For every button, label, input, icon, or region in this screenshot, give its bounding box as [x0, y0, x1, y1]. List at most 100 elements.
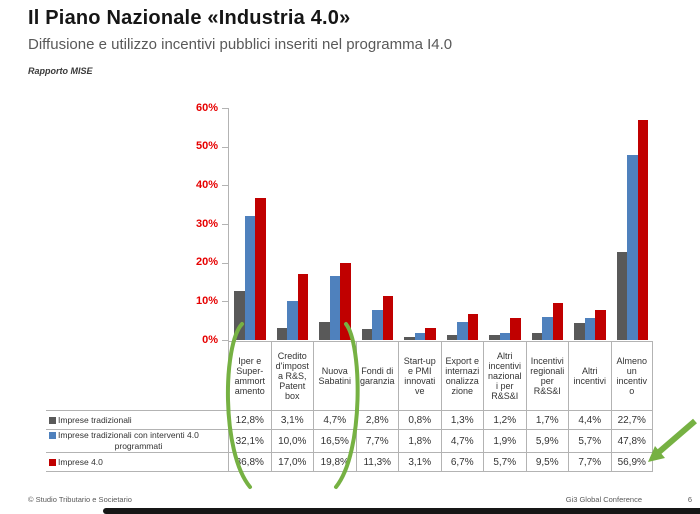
- bar-tradizionali-40-programmati: [287, 301, 298, 340]
- bar-tradizionali: [446, 334, 457, 340]
- bar-tradizionali-40-programmati: [584, 317, 595, 340]
- y-axis-tick-label: 30%: [195, 217, 218, 230]
- value-cell: 17,0%: [270, 452, 313, 472]
- bar-imprese-40: [467, 314, 478, 340]
- y-axis-tick-mark: [222, 262, 228, 264]
- value-cell: 3,1%: [270, 410, 313, 429]
- value-cell: 1,8%: [398, 429, 441, 452]
- page-subtitle: Diffusione e utilizzo incentivi pubblici…: [28, 36, 453, 53]
- value-cell: 1,7%: [525, 410, 568, 429]
- value-cell: 5,7%: [483, 452, 526, 472]
- value-cell: 56,9%: [610, 452, 653, 472]
- bar-tradizionali: [616, 252, 627, 340]
- legend-cell: Imprese tradizionali: [46, 410, 228, 429]
- bar-tradizionali-40-programmati: [372, 310, 383, 340]
- bar-tradizionali: [489, 335, 500, 340]
- y-axis-tick-label: 50%: [195, 140, 218, 153]
- category-cell: Export e internazi onalizza zione: [440, 341, 483, 410]
- category-cell: Nuova Sabatini: [313, 341, 356, 410]
- bar-imprese-40: [340, 263, 351, 340]
- y-axis-tick-mark: [222, 340, 228, 341]
- value-cell: 2,8%: [355, 410, 398, 429]
- bar-tradizionali: [234, 290, 245, 340]
- value-cell: 6,7%: [440, 452, 483, 472]
- category-cell: Start-up e PMI innovati ve: [398, 341, 441, 410]
- value-cell: 32,1%: [228, 429, 271, 452]
- category-cell: Almeno un incentiv o: [610, 341, 653, 410]
- bar-tradizionali: [276, 328, 287, 340]
- value-cell: 4,7%: [313, 410, 356, 429]
- value-cell: 5,9%: [525, 429, 568, 452]
- value-cell: 47,8%: [610, 429, 653, 452]
- category-cell: Fondi di garanzia: [355, 341, 398, 410]
- bar-tradizionali: [404, 336, 415, 340]
- bottom-bar: [103, 508, 700, 514]
- value-cell: 5,7%: [568, 429, 611, 452]
- bar-imprese-40: [382, 296, 393, 340]
- value-cell: 3,1%: [398, 452, 441, 472]
- value-cell: 19,8%: [313, 452, 356, 472]
- y-axis-tick-mark: [222, 301, 228, 303]
- legend-label: Imprese 4.0: [49, 457, 228, 468]
- bar-imprese-40: [255, 197, 266, 340]
- value-cell: 4,4%: [568, 410, 611, 429]
- y-axis-tick-label: 40%: [195, 178, 218, 191]
- y-axis-tick-mark: [222, 224, 228, 225]
- green-arrow: [648, 418, 697, 462]
- legend-color-swatch-icon: [49, 416, 56, 424]
- value-cell: 7,7%: [355, 429, 398, 452]
- value-cell: 1,2%: [483, 410, 526, 429]
- bar-tradizionali-40-programmati: [627, 155, 638, 340]
- bar-imprese-40: [637, 119, 648, 340]
- y-axis-tick-mark: [222, 108, 228, 109]
- value-cell: 1,9%: [483, 429, 526, 452]
- value-cell: 1,3%: [440, 410, 483, 429]
- category-cell: Altri incentivi: [568, 341, 611, 410]
- legend-label: Imprese tradizionali: [49, 415, 228, 426]
- bar-tradizionali-40-programmati: [457, 321, 468, 340]
- bar-imprese-40: [510, 317, 521, 340]
- y-axis-tick-mark: [222, 185, 228, 187]
- source-note: Rapporto MISE: [28, 66, 93, 76]
- legend-cell: Imprese tradizionali con interventi 4.0 p…: [46, 429, 228, 452]
- bar-tradizionali-40-programmati: [414, 333, 425, 340]
- category-cell: Altri incentivi nazional i per R&S&I: [483, 341, 526, 410]
- value-cell: 0,8%: [398, 410, 441, 429]
- footer-conference: Gi3 Global Conference: [565, 495, 642, 504]
- bar-tradizionali: [574, 322, 585, 340]
- value-cell: 36,8%: [228, 452, 271, 472]
- value-cell: 12,8%: [228, 410, 271, 429]
- value-cell: 9,5%: [525, 452, 568, 472]
- value-cell: 22,7%: [610, 410, 653, 429]
- bar-tradizionali-40-programmati: [329, 276, 340, 340]
- legend-label: programmati: [114, 441, 163, 451]
- value-cell: 11,3%: [355, 452, 398, 472]
- bar-imprese-40: [297, 274, 308, 340]
- y-axis-tick-label: 60%: [195, 101, 218, 114]
- y-axis-tick-mark: [222, 146, 228, 148]
- bar-tradizionali: [319, 321, 330, 340]
- y-axis-line: [228, 108, 229, 341]
- value-cell: 7,7%: [568, 452, 611, 472]
- category-cell: Incentivi regionali per R&S&I: [525, 341, 568, 410]
- bar-imprese-40: [552, 303, 563, 340]
- value-cell: 4,7%: [440, 429, 483, 452]
- value-cell: 16,5%: [313, 429, 356, 452]
- legend-color-swatch-icon: [49, 458, 56, 466]
- value-cell: 10,0%: [270, 429, 313, 452]
- y-axis-tick-label: 10%: [195, 294, 218, 307]
- bar-tradizionali-40-programmati: [499, 332, 510, 340]
- bar-imprese-40: [595, 310, 606, 340]
- bar-tradizionali-40-programmati: [244, 215, 255, 340]
- legend-color-swatch-icon: [49, 432, 56, 439]
- bar-tradizionali: [361, 329, 372, 340]
- bar-tradizionali: [531, 333, 542, 340]
- y-axis-tick-label: 20%: [195, 256, 218, 269]
- footer-copyright: © Studio Tributario e Societario: [28, 495, 132, 504]
- page-number: 6: [687, 495, 692, 504]
- category-cell: Credito d'impost a R&S, Patent box: [270, 341, 313, 410]
- category-cell: Iper e Super- ammort amento: [228, 341, 271, 410]
- bar-tradizionali-40-programmati: [542, 317, 553, 340]
- legend-label: Imprese tradizionali con interventi 4.0: [49, 430, 228, 441]
